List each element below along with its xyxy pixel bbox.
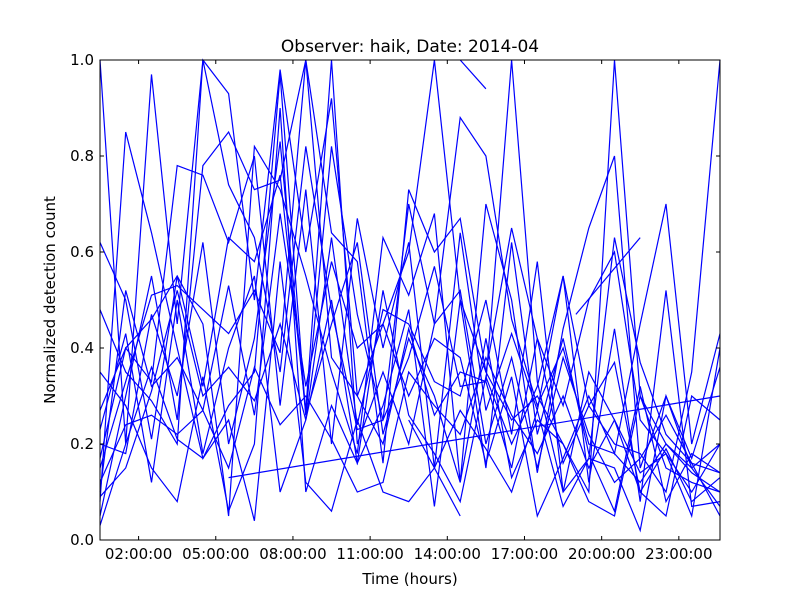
series-line-14 bbox=[99, 59, 721, 494]
series-line-9 bbox=[99, 107, 721, 514]
series-line-13 bbox=[99, 203, 721, 519]
series-line-19 bbox=[228, 395, 721, 479]
x-tick-label-2: 05:00:00 bbox=[182, 545, 249, 563]
x-tick-label-7: 20:00:00 bbox=[568, 545, 635, 563]
series-line-2 bbox=[99, 59, 721, 517]
x-tick-label-3: 08:00:00 bbox=[259, 545, 326, 563]
y-axis: 0.0 0.2 0.4 0.6 0.8 1.0 bbox=[70, 51, 720, 549]
x-tick-label-6: 17:00:00 bbox=[491, 545, 558, 563]
series-line-17 bbox=[459, 59, 487, 90]
y-tick-label-1: 0.0 bbox=[70, 531, 94, 549]
series-line-16 bbox=[575, 237, 641, 315]
plot-background bbox=[100, 60, 720, 540]
y-tick-label-5: 0.8 bbox=[70, 147, 94, 165]
chart-title: Observer: haik, Date: 2014-04 bbox=[281, 37, 539, 57]
x-axis: 02:00:00 05:00:00 08:00:00 11:00:00 14:00:00… bbox=[105, 60, 713, 563]
series-line-3 bbox=[99, 59, 721, 484]
series-line-15 bbox=[99, 59, 721, 517]
y-tick-label-2: 0.2 bbox=[70, 435, 94, 453]
series-line-6 bbox=[99, 242, 721, 514]
series-group bbox=[99, 58, 721, 533]
y-axis-label: Normalized detection count bbox=[41, 196, 59, 404]
series-line-12 bbox=[99, 144, 721, 517]
y-tick-label-3: 0.4 bbox=[70, 339, 94, 357]
x-tick-label-4: 11:00:00 bbox=[336, 545, 403, 563]
series-line-18 bbox=[408, 419, 461, 517]
series-line-5 bbox=[99, 155, 721, 503]
x-tick-label-5: 14:00:00 bbox=[414, 545, 481, 563]
x-axis-label: Time (hours) bbox=[361, 570, 457, 588]
x-tick-label-8: 23:00:00 bbox=[645, 545, 712, 563]
x-tick-label-1: 02:00:00 bbox=[105, 545, 172, 563]
series-line-8 bbox=[99, 141, 721, 517]
y-tick-label-6: 1.0 bbox=[70, 51, 94, 69]
plot-area bbox=[99, 58, 721, 541]
y-tick-label-4: 0.6 bbox=[70, 243, 94, 261]
plot-frame bbox=[99, 59, 721, 541]
